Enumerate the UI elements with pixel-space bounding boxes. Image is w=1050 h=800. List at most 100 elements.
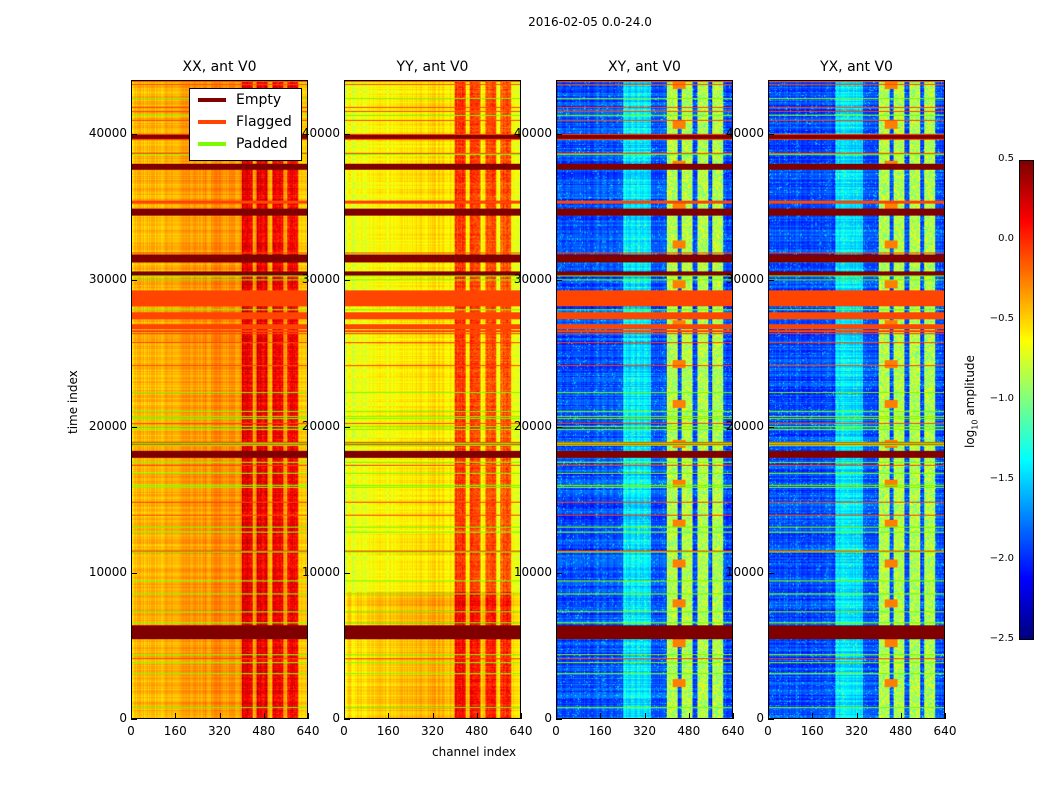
heatmap-panel-1 — [131, 80, 308, 719]
x-tick-mark — [308, 713, 309, 719]
y-tick-label: 10000 — [513, 564, 552, 579]
x-tick-label: 480 — [465, 724, 489, 738]
heatmap-image — [345, 81, 520, 718]
x-tick-label: 640 — [509, 724, 533, 738]
y-tick-label: 30000 — [301, 272, 340, 287]
y-tick-mark — [131, 134, 137, 136]
y-tick-label: 20000 — [301, 418, 340, 433]
colorbar-label-suffix: amplitude — [963, 355, 977, 420]
x-tick-label: 640 — [296, 724, 320, 738]
colorbar-tick-label: −2.0 — [989, 553, 1014, 564]
colorbar — [1019, 160, 1034, 640]
heatmap-panel-2 — [344, 80, 521, 719]
y-tick-mark — [344, 426, 350, 428]
x-tick-label: 480 — [252, 724, 276, 738]
x-tick-label: 160 — [163, 724, 187, 738]
x-tick-mark — [768, 713, 769, 719]
y-tick-label: 10000 — [301, 564, 340, 579]
x-tick-label: 480 — [677, 724, 701, 738]
colorbar-tick-label: 0.0 — [998, 233, 1014, 244]
y-tick-label: 30000 — [725, 272, 764, 287]
x-tick-mark — [812, 713, 814, 719]
x-tick-label: 0 — [552, 724, 560, 738]
panel-title: XY, ant V0 — [608, 59, 681, 75]
y-tick-label: 40000 — [725, 126, 764, 141]
x-tick-mark — [556, 713, 557, 719]
x-tick-label: 640 — [933, 724, 957, 738]
y-tick-label: 30000 — [88, 272, 127, 287]
x-tick-label: 160 — [588, 724, 612, 738]
x-tick-mark — [733, 713, 734, 719]
colorbar-tick-label: 0.5 — [998, 153, 1014, 164]
panel-title: YY, ant V0 — [396, 59, 469, 75]
x-tick-mark — [521, 713, 522, 719]
y-tick-mark — [344, 572, 350, 574]
legend-entry-padded: Padded — [190, 133, 301, 155]
y-tick-mark — [768, 134, 774, 136]
legend-label: Flagged — [236, 114, 292, 130]
legend-swatch — [198, 142, 226, 146]
y-tick-label: 10000 — [88, 564, 127, 579]
x-axis-label: channel index — [432, 745, 517, 759]
x-tick-mark — [900, 713, 902, 719]
y-tick-mark — [344, 719, 350, 720]
x-tick-mark — [175, 713, 177, 719]
y-tick-mark — [768, 426, 774, 428]
y-tick-label: 40000 — [301, 126, 340, 141]
y-tick-mark — [556, 134, 562, 136]
x-tick-mark — [388, 713, 390, 719]
y-tick-mark — [131, 572, 137, 574]
y-tick-label: 30000 — [513, 272, 552, 287]
y-tick-mark — [556, 280, 562, 282]
legend-swatch — [198, 120, 226, 124]
y-tick-mark — [768, 719, 774, 720]
x-tick-mark — [219, 713, 221, 719]
panel-title: YX, ant V0 — [820, 59, 893, 75]
heatmap-image — [557, 81, 732, 718]
heatmap-image — [132, 81, 307, 718]
y-tick-label: 20000 — [513, 418, 552, 433]
y-tick-mark — [556, 719, 562, 720]
y-tick-label: 0 — [756, 711, 764, 725]
x-tick-label: 0 — [340, 724, 348, 738]
x-tick-label: 0 — [127, 724, 135, 738]
y-tick-mark — [131, 426, 137, 428]
x-tick-label: 160 — [376, 724, 400, 738]
x-tick-mark — [131, 713, 132, 719]
x-tick-mark — [263, 713, 265, 719]
legend-swatch — [198, 98, 226, 102]
colorbar-tick-label: −0.5 — [989, 313, 1014, 324]
y-tick-label: 0 — [119, 711, 127, 725]
x-tick-mark — [644, 713, 646, 719]
y-tick-label: 0 — [544, 711, 552, 725]
x-tick-mark — [856, 713, 858, 719]
y-tick-label: 10000 — [725, 564, 764, 579]
colorbar-tick-label: −2.5 — [989, 633, 1014, 644]
x-tick-mark — [476, 713, 478, 719]
y-tick-mark — [344, 280, 350, 282]
legend-entry-flagged: Flagged — [190, 111, 301, 133]
x-tick-label: 160 — [800, 724, 824, 738]
colorbar-label: log10 amplitude — [963, 355, 979, 448]
colorbar-label-sub: 10 — [970, 419, 980, 430]
legend-label: Empty — [236, 92, 282, 108]
x-tick-label: 320 — [845, 724, 868, 738]
x-tick-label: 480 — [889, 724, 913, 738]
y-tick-mark — [768, 280, 774, 282]
x-tick-label: 0 — [764, 724, 772, 738]
x-tick-mark — [344, 713, 345, 719]
y-tick-mark — [556, 572, 562, 574]
y-tick-mark — [768, 572, 774, 574]
legend-entry-empty: Empty — [190, 89, 301, 111]
x-tick-label: 640 — [721, 724, 745, 738]
y-tick-label: 40000 — [88, 126, 127, 141]
colorbar-label-prefix: log — [963, 429, 977, 448]
y-tick-mark — [131, 280, 137, 282]
y-tick-mark — [131, 719, 137, 720]
legend: Empty Flagged Padded — [189, 88, 302, 161]
figure-title: 2016-02-05 0.0-24.0 — [528, 15, 652, 29]
y-tick-mark — [344, 134, 350, 136]
x-tick-mark — [600, 713, 602, 719]
x-tick-label: 320 — [633, 724, 656, 738]
